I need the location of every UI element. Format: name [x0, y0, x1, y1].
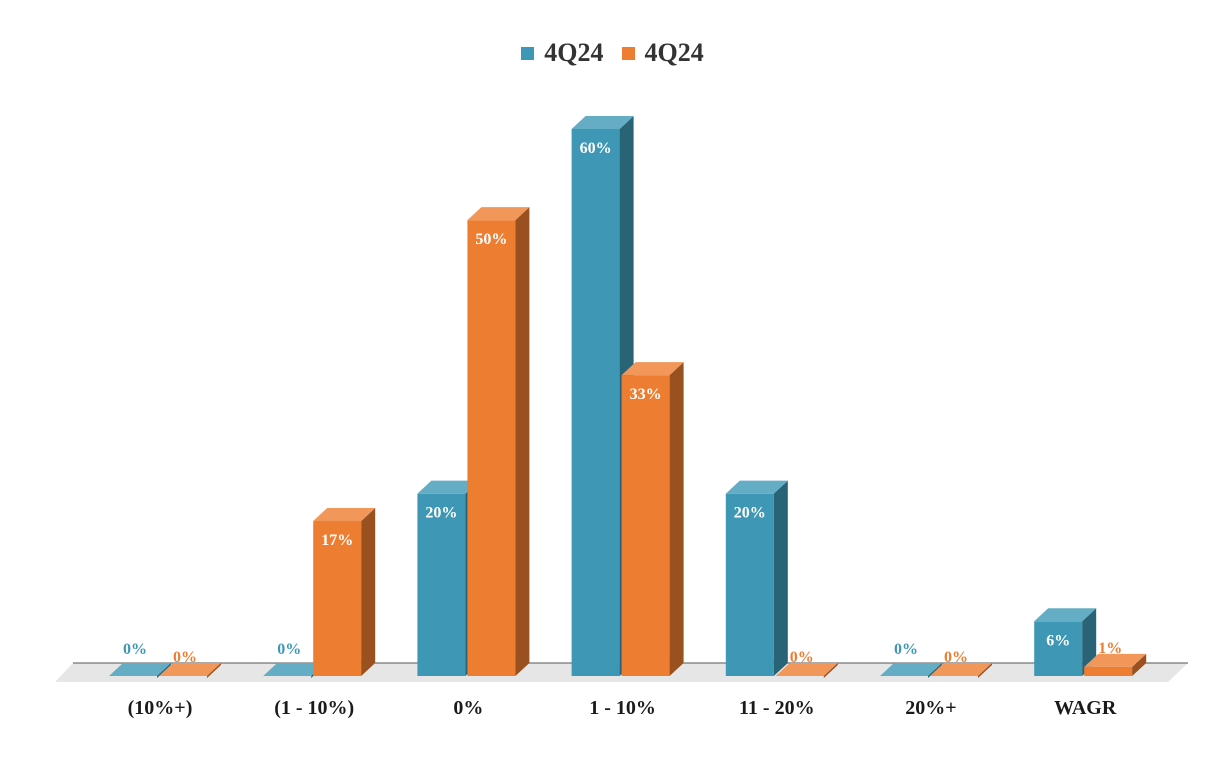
bar-top-face [109, 663, 171, 676]
data-label-1-6: 0% [894, 641, 918, 658]
data-label-2-3: 50% [475, 231, 507, 248]
bar-side-face [361, 508, 376, 676]
legend-label-series-2: 4Q24 [644, 38, 704, 67]
bar-top-face [263, 663, 326, 676]
data-label-2-7: 1% [1098, 640, 1122, 657]
legend-label-series-1: 4Q24 [544, 38, 604, 67]
legend-swatch-series-1 [521, 46, 535, 60]
bar-front-face [725, 493, 774, 676]
legend-item-series-1: 4Q24 [521, 38, 604, 68]
bar-front-face [313, 521, 362, 676]
bar-front-face [571, 129, 620, 676]
bar-top-face [621, 362, 684, 376]
data-label-1-1: 0% [123, 641, 147, 658]
category-label-5: 11 - 20% [739, 697, 815, 719]
bar-side-face [515, 207, 530, 676]
labels-layer: 0% 0% 0% 17% 20% 50% 60% 33% 20% 0% 0% 0% 6% 1% [123, 140, 1122, 666]
category-label-4: 1 - 10% [589, 697, 656, 719]
data-label-2-1: 0% [173, 649, 197, 666]
bar-side-face [823, 663, 838, 678]
bar-2-6 [930, 663, 992, 678]
bar-2-2 [313, 508, 376, 676]
bar-top-face [1034, 608, 1097, 622]
legend-item-series-2: 4Q24 [621, 38, 704, 68]
bar-1-5 [725, 480, 788, 676]
data-label-1-4: 60% [580, 140, 612, 157]
bar-2-1 [159, 663, 221, 678]
bar-top-face [467, 207, 530, 221]
data-label-1-7: 6% [1046, 632, 1070, 649]
bar-1-1 [109, 663, 171, 678]
legend: 4Q24 4Q24 [0, 38, 1225, 68]
bars-layer [109, 116, 1147, 678]
bar-2-7 [1084, 653, 1147, 676]
data-label-1-2: 0% [277, 641, 301, 658]
bar-front-face [1084, 666, 1133, 676]
bar-side-face [773, 480, 788, 676]
bar-side-face [207, 663, 221, 678]
bar-top-face [930, 663, 992, 676]
bar-side-face [1132, 653, 1147, 676]
category-label-7: WAGR [1054, 697, 1117, 719]
data-label-1-3: 20% [425, 505, 457, 522]
category-label-6: 20%+ [905, 697, 956, 719]
bar-2-4 [621, 362, 684, 676]
bar-top-face [571, 116, 634, 129]
bar-front-face [1034, 621, 1083, 676]
legend-swatch-series-2 [621, 46, 635, 60]
data-label-1-5: 20% [734, 505, 766, 522]
bar-front-face [417, 493, 466, 676]
data-label-2-4: 33% [630, 386, 662, 403]
bar-side-face [669, 362, 684, 676]
category-label-2: (1 - 10%) [274, 697, 354, 719]
category-axis: (10%+) (1 - 10%) 0% 1 - 10% 11 - 20% 20%+ WAGR [128, 697, 1117, 719]
bar-top-face [880, 663, 942, 676]
bar-side-face [157, 663, 171, 678]
bar-front-face [621, 375, 670, 676]
data-label-2-6: 0% [944, 649, 968, 666]
bar-side-face [978, 663, 992, 678]
bar-top-face [1084, 653, 1147, 667]
bar-top-face [159, 663, 221, 676]
bar-top-face [775, 663, 838, 676]
category-label-1: (10%+) [128, 697, 193, 719]
bar-2-5 [775, 663, 838, 678]
category-label-3: 0% [453, 697, 483, 719]
bar-2-3 [467, 207, 530, 676]
bar-top-face [313, 508, 376, 522]
bar-top-face [417, 480, 480, 494]
bar-side-face [928, 663, 942, 678]
bar-top-face [725, 480, 788, 494]
data-label-2-2: 17% [321, 532, 353, 549]
bar-front-face [467, 220, 516, 676]
data-label-2-5: 0% [790, 649, 814, 666]
bar-1-6 [880, 663, 942, 678]
